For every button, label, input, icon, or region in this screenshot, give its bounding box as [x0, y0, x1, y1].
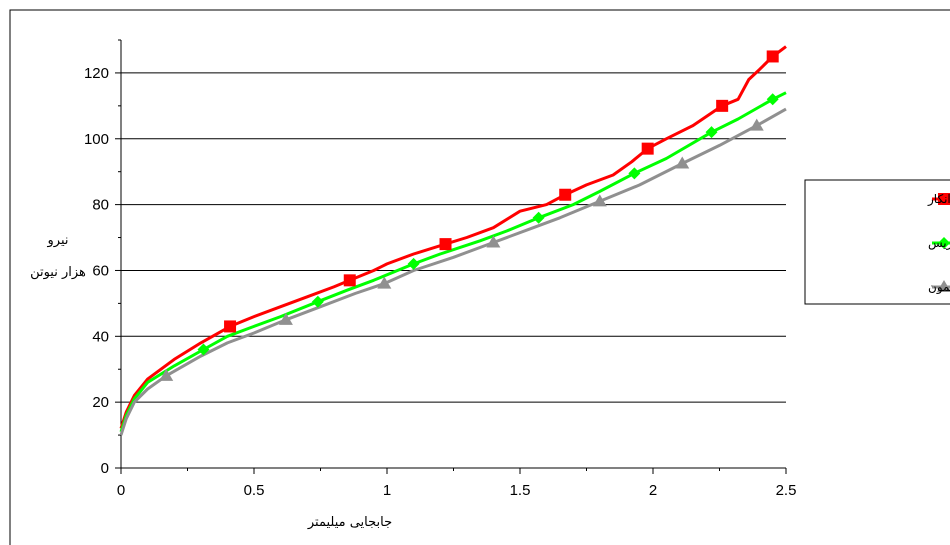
legend-marker-2 — [937, 280, 950, 292]
series-1-marker-6 — [766, 93, 779, 106]
x-axis-ticks: 0 0.5 1 1.5 2 2.5 — [117, 468, 797, 499]
y-tick-label-60: 60 — [92, 262, 109, 279]
legend: بدون روانکار روانکار گریس روانکار اکسید آن… — [804, 179, 950, 305]
series-1-marker-5 — [705, 126, 718, 139]
legend-marker-1 — [938, 237, 950, 249]
y-axis-title-line-2: هزار نیوتن — [30, 265, 86, 280]
y-tick-label-120: 120 — [84, 65, 109, 82]
series-0-marker-2 — [439, 238, 452, 251]
y-axis-title-line-1: نیرو — [47, 233, 69, 248]
y-tick-label-0: 0 — [101, 460, 109, 477]
series-0-marker-4 — [641, 142, 654, 155]
legend-marker-0 — [938, 193, 950, 205]
series-0-marker-3 — [559, 188, 572, 201]
legend-label-0: بدون روانکار — [927, 192, 950, 207]
legend-box — [804, 179, 950, 305]
legend-label-2: روانکار اکسید آنتیمون — [928, 279, 950, 295]
series-2-marker-3 — [486, 235, 501, 248]
series-0-marker-1 — [343, 274, 356, 287]
x-tick-label-2.5: 2.5 — [776, 482, 797, 499]
x-tick-label-1.5: 1.5 — [510, 482, 531, 499]
x-axis-title: جابجایی میلیمتر — [307, 515, 392, 530]
y-tick-label-20: 20 — [92, 394, 109, 411]
series-2-marker-2 — [377, 276, 392, 289]
x-tick-label-2: 2 — [649, 482, 657, 499]
gridlines — [121, 72, 786, 403]
plot-area — [121, 40, 786, 468]
series-markers — [159, 50, 779, 381]
series-2-marker-5 — [675, 156, 690, 169]
series-2-marker-1 — [278, 312, 293, 325]
y-tick-label-80: 80 — [92, 197, 109, 214]
x-tick-label-1: 1 — [383, 482, 391, 499]
y-tick-label-40: 40 — [92, 328, 109, 345]
series-1-marker-3 — [532, 211, 545, 224]
series-2-marker-0 — [159, 368, 174, 381]
series-2-marker-4 — [592, 194, 607, 207]
series-line-0 — [119, 45, 787, 429]
x-tick-label-0.5: 0.5 — [244, 482, 265, 499]
legend-label-1: روانکار گریس — [928, 236, 950, 251]
series-0-marker-0 — [224, 320, 237, 333]
series-0-marker-6 — [766, 50, 779, 63]
series-1-marker-1 — [311, 295, 324, 308]
series-2-marker-6 — [749, 118, 764, 131]
series-0-marker-5 — [716, 99, 729, 112]
series-1-marker-2 — [407, 257, 420, 270]
series-1-marker-0 — [197, 343, 210, 356]
y-axis-ticks: 0 20 40 60 80 100 120 — [84, 39, 121, 477]
x-tick-label-0: 0 — [117, 482, 125, 499]
series-1-marker-4 — [628, 167, 641, 180]
y-tick-label-100: 100 — [84, 131, 109, 148]
